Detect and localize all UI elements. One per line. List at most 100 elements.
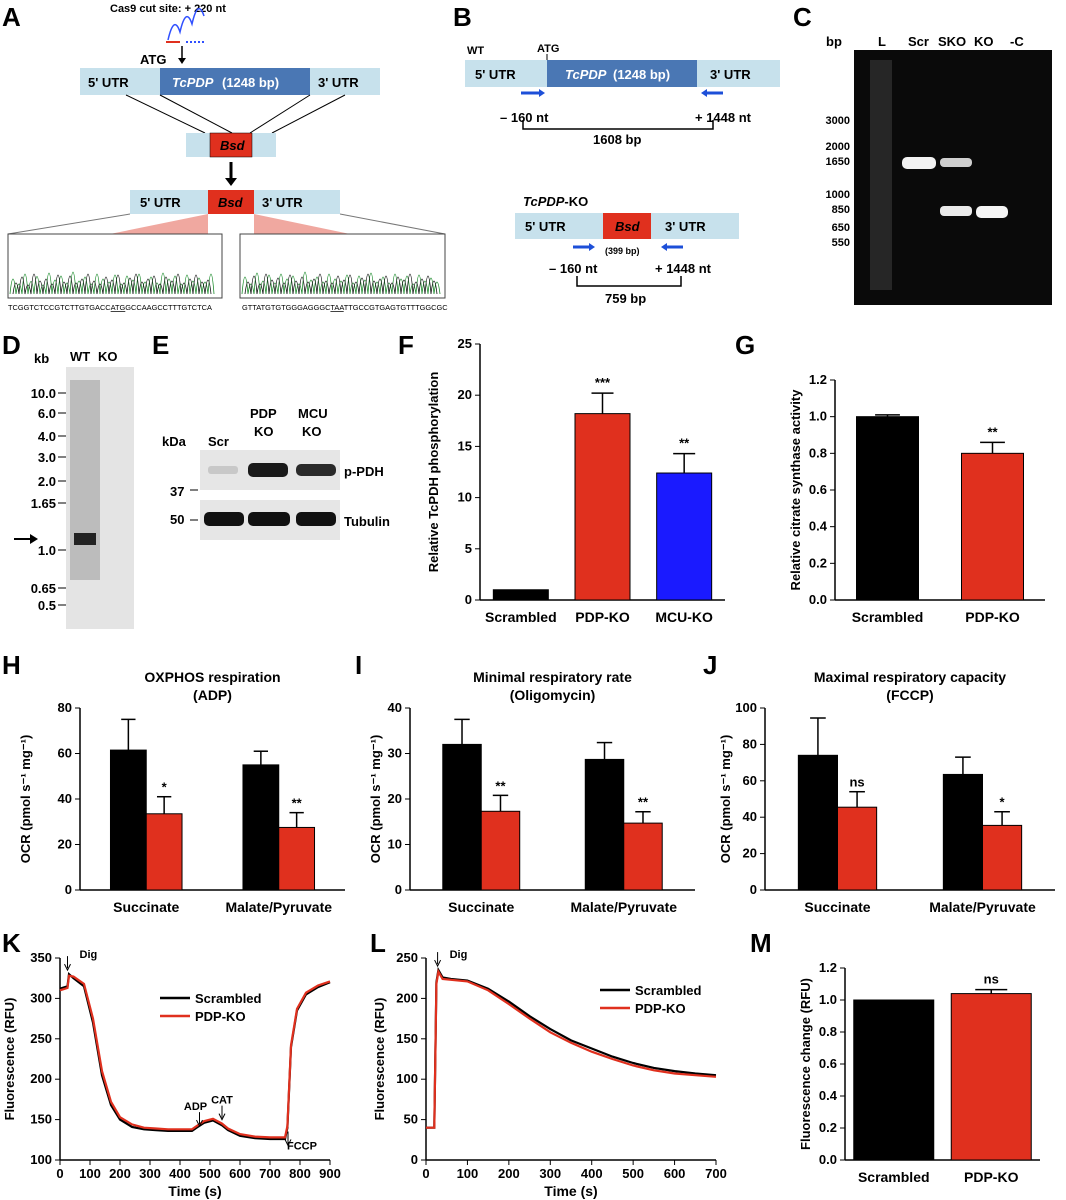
blot-marker-label: 6.0 [38, 406, 56, 421]
x-category-label: Malate/Pyruvate [570, 899, 677, 915]
chromatogram-right [241, 271, 441, 295]
y-tick-label: 250 [30, 1031, 52, 1046]
blot-marker-label: 4.0 [38, 429, 56, 444]
panel-letter-a: A [2, 2, 21, 32]
panel-letter-e: E [152, 330, 170, 360]
blot-marker-label: 0.5 [38, 598, 56, 613]
panel-d-southern-blot: kb WT KO 10.0 6.0 4.0 3.0 2.0 1.65 1.0 0.65 0.5 [14, 349, 134, 629]
primer-rev-label-ko: + 1448 nt [655, 261, 712, 276]
bp-label: bp [826, 34, 842, 49]
x-tick-label: 800 [289, 1166, 311, 1181]
chart-f-tcpdh-phosphorylation: 0 5 10 15 20 25 Relative TcPDH phosphorylation… [426, 336, 725, 625]
panel-letter-i: I [355, 650, 363, 680]
y-tick-label: 60 [743, 773, 757, 788]
y-axis-label: Fluorescence (RFU) [372, 998, 387, 1121]
ppdh-band-scr [208, 466, 238, 474]
significance-label: ns [984, 972, 999, 987]
x-axis-label: Time (s) [544, 1183, 597, 1199]
y-tick-label: 150 [396, 1031, 418, 1046]
y-tick-label: 80 [58, 700, 72, 715]
bar [574, 413, 631, 601]
y-axis-label: OCR (pmol s⁻¹ mg⁻¹) [18, 735, 33, 864]
chart-l-fluorescence-trace: 0 50 100 150 200 250 Fluorescence (RFU) 0 100 200… [372, 949, 727, 1199]
x-tick-label: 400 [169, 1166, 191, 1181]
band-sko-wt [940, 158, 972, 167]
ladder-lane [870, 60, 892, 290]
panel-letter-k: K [2, 928, 21, 958]
bsd-size-label: (399 bp) [605, 246, 640, 256]
significance-label: ** [987, 424, 998, 439]
arrow-head [434, 959, 442, 968]
chart-title: Minimal respiratory rate [473, 669, 632, 685]
x-tick-label: 300 [539, 1166, 561, 1181]
tubulin-band-scr [204, 512, 244, 526]
bsd-label: Bsd [220, 138, 246, 153]
x-tick-label: 200 [109, 1166, 131, 1181]
chart-title: OXPHOS respiration [144, 669, 280, 685]
ppdh-label: p-PDH [344, 464, 384, 479]
wt-label: WT [467, 45, 484, 57]
y-tick-label: 10 [458, 490, 472, 505]
panel-letter-l: L [370, 928, 386, 958]
chart-m-fluorescence-change: 0.0 0.2 0.4 0.6 0.8 1.0 1.2 Fluorescence change… [798, 960, 1040, 1185]
panel-letter-d: D [2, 330, 21, 360]
x-category-label: PDP-KO [964, 1169, 1019, 1185]
gene-size-label-b: (1248 bp) [613, 67, 670, 82]
x-tick-label: 600 [229, 1166, 251, 1181]
series-line [59, 974, 331, 1139]
blot-marker-label: 3.0 [38, 450, 56, 465]
y-tick-label: 1.2 [819, 960, 837, 975]
chart-h-oxphos-respiration: 0 20 40 60 80 OCR (pmol s⁻¹ mg⁻¹) OXPHOS respi… [18, 669, 345, 915]
chart-subtitle: (FCCP) [886, 687, 933, 703]
y-tick-label: 150 [30, 1112, 52, 1127]
x-tick-label: 500 [622, 1166, 644, 1181]
gene-size-label: (1248 bp) [222, 75, 279, 90]
y-tick-label: 0 [465, 592, 472, 607]
y-tick-label: 5 [465, 541, 472, 556]
chart-subtitle: (ADP) [193, 687, 232, 703]
bar [242, 764, 280, 891]
significance-label: ** [292, 796, 303, 811]
marker-37: 37 [170, 484, 184, 499]
bsd-label-b: Bsd [615, 219, 641, 234]
y-tick-label: 0.8 [819, 1024, 837, 1039]
utr5-label-ko: 5' UTR [525, 219, 566, 234]
arrow-head [64, 963, 71, 972]
x-tick-label: 300 [139, 1166, 161, 1181]
significance-label: *** [595, 375, 611, 390]
y-tick-label: 30 [388, 746, 402, 761]
gel-lane-label: Scr [908, 34, 929, 49]
bar [442, 743, 482, 891]
gel-lane-label: KO [974, 34, 994, 49]
y-axis-label: Relative TcPDH phosphorylation [426, 372, 441, 573]
x-category-label: PDP-KO [575, 609, 630, 625]
band-scr-wt [902, 157, 936, 169]
y-tick-label: 40 [743, 809, 757, 824]
wt-band [74, 533, 96, 545]
x-tick-label: 400 [581, 1166, 603, 1181]
y-tick-label: 100 [30, 1152, 52, 1167]
y-axis-label: Fluorescence change (RFU) [798, 978, 813, 1150]
significance-label: ** [679, 436, 690, 451]
ko-title: TcPDP-KO [523, 194, 588, 209]
x-tick-label: 900 [319, 1166, 341, 1181]
wt-smear [70, 380, 100, 580]
bar [856, 416, 919, 601]
x-category-label: Succinate [448, 899, 514, 915]
atg-label-b: ATG [537, 43, 559, 55]
ko-amplicon-size: 759 bp [605, 291, 646, 306]
annotation-label: Dig [450, 949, 468, 961]
series-line [426, 968, 717, 1129]
lane-ko: KO [98, 349, 118, 364]
chart-title: Maximal respiratory capacity [814, 669, 1006, 685]
panel-letter-c: C [793, 2, 812, 32]
ppdh-band-mcu [296, 464, 336, 476]
chart-j-maximal-respiration: 0 20 40 60 80 100 OCR (pmol s⁻¹ mg⁻¹) Maximal r… [718, 669, 1055, 915]
bar [837, 806, 878, 891]
y-tick-label: 0.6 [809, 482, 827, 497]
band-sko-ko [940, 206, 972, 216]
blot-marker-label: 10.0 [31, 386, 56, 401]
bar [853, 999, 935, 1161]
utr3-label-ko: 3' UTR [665, 219, 706, 234]
y-tick-label: 0.2 [809, 555, 827, 570]
